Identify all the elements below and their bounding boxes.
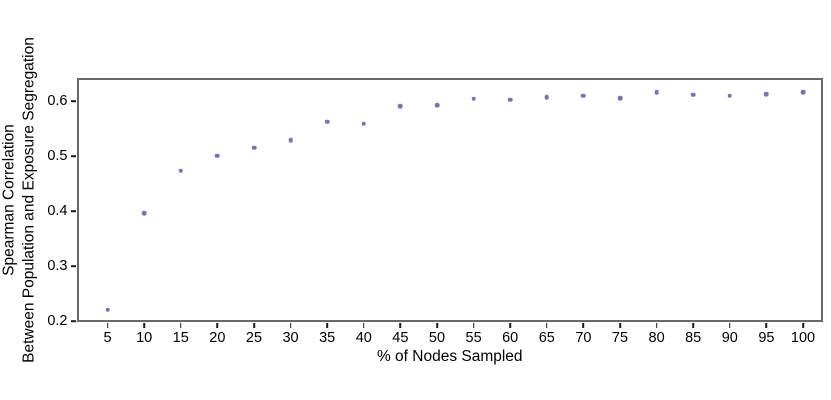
x-tick — [143, 322, 145, 328]
data-point — [178, 168, 184, 173]
data-point — [324, 119, 330, 124]
x-tick — [619, 322, 621, 328]
x-tick — [436, 322, 438, 328]
y-tick — [71, 100, 76, 103]
x-tick-label: 15 — [172, 330, 189, 346]
x-tick-label: 20 — [209, 330, 226, 346]
y-tick-label: 0.2 — [47, 313, 68, 330]
x-tick — [253, 322, 255, 328]
x-tick — [692, 322, 694, 328]
y-axis-label-line-1: Spearman Correlation — [0, 123, 18, 276]
x-tick-label: 45 — [392, 330, 409, 346]
x-tick-label: 55 — [465, 330, 482, 346]
x-tick — [326, 322, 328, 328]
data-point — [288, 138, 293, 143]
y-tick-label: 0.3 — [47, 258, 68, 275]
x-tick-label: 70 — [575, 330, 592, 346]
data-point — [581, 93, 586, 99]
data-point — [507, 97, 513, 102]
x-tick-label: 35 — [319, 330, 336, 346]
x-tick — [362, 322, 365, 328]
x-tick — [582, 322, 585, 328]
x-axis-label: % of Nodes Sampled — [376, 348, 523, 365]
x-tick-label: 30 — [282, 330, 299, 346]
x-tick-label: 100 — [790, 330, 816, 346]
data-point — [800, 89, 806, 95]
data-point — [141, 210, 147, 216]
x-tick — [509, 322, 511, 328]
data-point — [215, 153, 220, 159]
data-point — [654, 89, 659, 95]
y-tick-label: 0.5 — [47, 148, 68, 165]
x-tick-label: 95 — [758, 330, 775, 346]
y-tick-label: 0.4 — [47, 203, 68, 220]
y-axis-label-line-2: Between Population and Exposure Segregat… — [20, 36, 37, 363]
data-point — [105, 307, 110, 313]
x-tick — [106, 322, 109, 328]
x-tick — [472, 322, 475, 328]
x-tick-label: 5 — [103, 330, 112, 346]
data-point — [764, 91, 769, 97]
x-tick-label: 60 — [502, 330, 519, 346]
x-tick-label: 25 — [245, 330, 263, 346]
data-point — [690, 92, 696, 97]
x-tick-label: 40 — [355, 330, 372, 346]
x-tick-label: 65 — [538, 330, 555, 346]
x-tick — [655, 322, 658, 328]
plot-area — [76, 77, 823, 322]
x-tick — [179, 322, 182, 328]
x-tick — [289, 322, 292, 328]
x-tick — [545, 322, 548, 328]
y-tick — [71, 210, 76, 213]
x-tick — [802, 322, 804, 328]
y-tick-label: 0.6 — [47, 93, 68, 110]
x-tick — [216, 322, 219, 328]
x-tick-label: 80 — [648, 330, 665, 346]
x-tick-label: 90 — [721, 330, 738, 346]
data-point — [434, 102, 440, 108]
data-point — [398, 103, 403, 109]
data-point — [617, 95, 623, 101]
data-point — [544, 95, 550, 100]
data-point — [251, 145, 257, 150]
y-tick — [71, 155, 76, 158]
data-point — [471, 96, 476, 101]
x-tick-label: 50 — [428, 330, 446, 346]
x-tick-label: 10 — [136, 330, 153, 346]
x-tick — [399, 322, 402, 328]
data-point — [727, 93, 733, 99]
y-tick — [71, 320, 76, 323]
x-tick-label: 75 — [611, 330, 629, 346]
x-tick — [729, 322, 731, 328]
data-point — [361, 121, 367, 127]
x-tick — [765, 322, 768, 328]
y-axis-label: Spearman Correlation Between Population a… — [0, 37, 39, 363]
x-tick-label: 85 — [685, 330, 702, 346]
y-tick — [71, 265, 76, 268]
